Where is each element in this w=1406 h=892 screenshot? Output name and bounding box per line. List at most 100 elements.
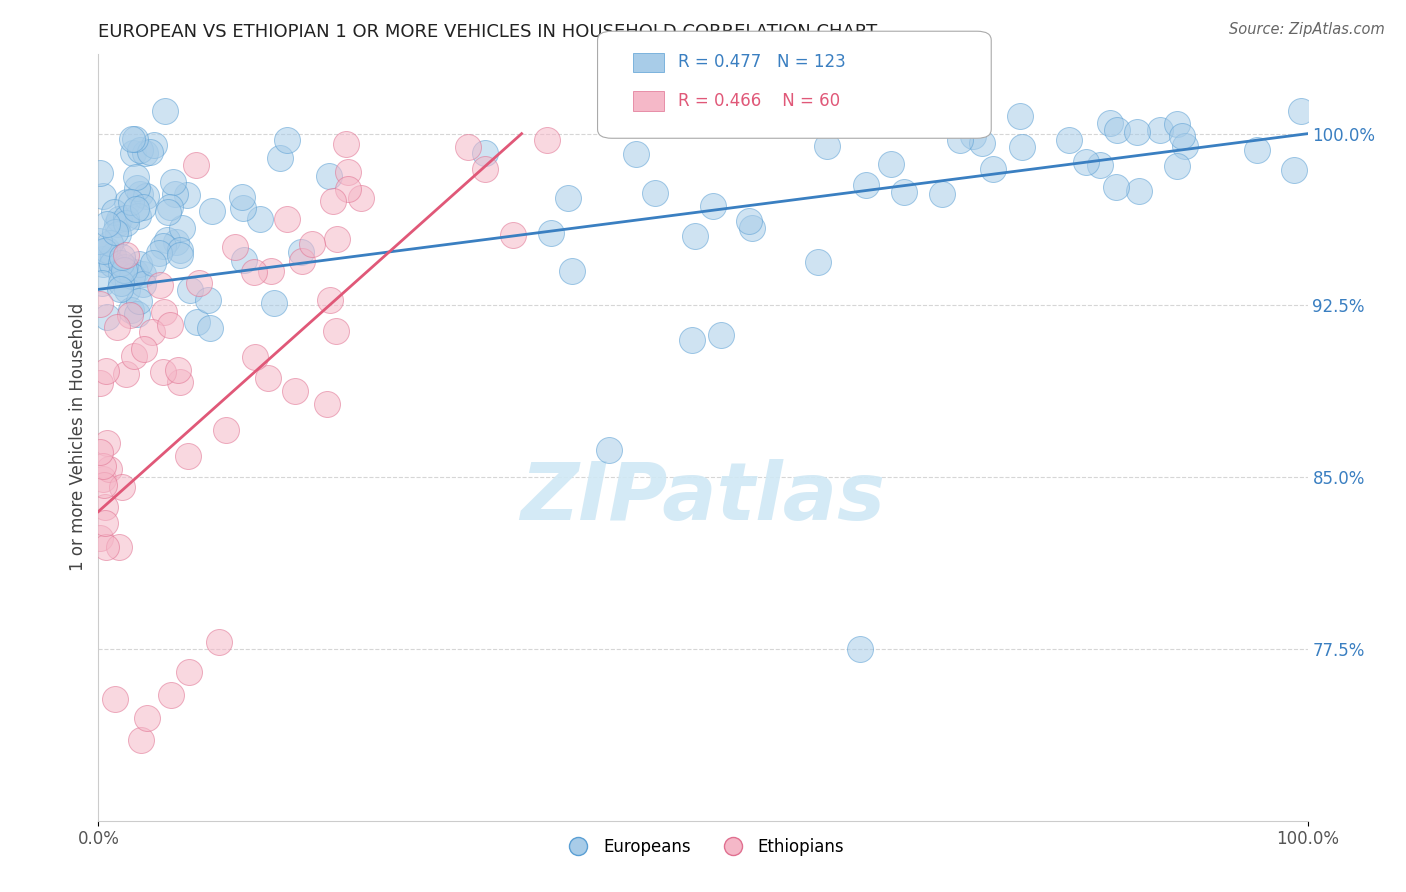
Point [807, 255, 830, 269]
Y-axis label: 1 or more Vehicles in Household: 1 or more Vehicles in Household [69, 303, 87, 571]
Point [108, 540, 131, 554]
Point [118, 308, 141, 322]
Point [91, 471, 114, 485]
Point [89, 166, 111, 180]
Point [142, 255, 165, 269]
Point [169, 375, 191, 389]
Point [290, 245, 312, 260]
Point [120, 195, 142, 210]
Point [172, 220, 194, 235]
Point [103, 205, 125, 219]
Point [536, 132, 558, 146]
Point [120, 302, 142, 317]
Point [741, 221, 763, 235]
Point [107, 227, 129, 241]
Point [169, 248, 191, 262]
Point [110, 268, 132, 282]
Point [962, 128, 984, 143]
Point [474, 162, 496, 177]
Point [159, 318, 181, 332]
Point [152, 365, 174, 379]
Point [165, 235, 187, 250]
Point [263, 296, 285, 310]
Point [93, 478, 115, 492]
Text: R = 0.477   N = 123: R = 0.477 N = 123 [678, 54, 845, 71]
Point [124, 170, 146, 185]
Point [179, 283, 201, 297]
Point [879, 157, 901, 171]
Point [89, 531, 111, 545]
Point [98, 462, 121, 476]
Point [122, 349, 145, 363]
Point [931, 187, 953, 202]
Point [125, 202, 148, 216]
Point [350, 191, 373, 205]
Point [101, 248, 124, 262]
Point [863, 117, 886, 131]
Point [557, 191, 579, 205]
Point [326, 232, 349, 246]
Point [108, 282, 131, 296]
Point [125, 307, 148, 321]
Point [124, 265, 146, 279]
Point [115, 283, 138, 297]
Point [276, 132, 298, 146]
Point [208, 635, 231, 649]
Point [167, 363, 190, 377]
Point [1282, 163, 1305, 178]
Point [269, 152, 291, 166]
Point [91, 257, 114, 271]
Point [710, 327, 733, 342]
Point [284, 384, 307, 398]
Point [155, 103, 177, 118]
Point [197, 293, 219, 307]
Point [186, 315, 208, 329]
Point [101, 257, 124, 271]
Text: Source: ZipAtlas.com: Source: ZipAtlas.com [1229, 22, 1385, 37]
Point [115, 211, 138, 225]
Point [1166, 159, 1188, 173]
Point [257, 371, 280, 385]
Point [1125, 125, 1147, 139]
Point [1170, 128, 1192, 143]
Point [87, 234, 110, 248]
Point [124, 132, 146, 146]
Point [96, 540, 118, 554]
Point [1105, 180, 1128, 194]
Point [121, 131, 143, 145]
Point [966, 103, 988, 118]
Point [111, 250, 134, 264]
Point [156, 205, 179, 219]
Point [177, 449, 200, 463]
Point [142, 137, 165, 152]
Point [96, 364, 118, 378]
Point [105, 217, 128, 231]
Point [121, 268, 143, 283]
Point [474, 145, 496, 160]
Point [1088, 158, 1111, 172]
Point [89, 376, 111, 390]
Point [187, 276, 209, 290]
Point [502, 228, 524, 243]
Point [89, 444, 111, 458]
Point [159, 200, 181, 214]
Point [1008, 109, 1031, 123]
Point [681, 333, 703, 347]
Point [156, 233, 179, 247]
Point [1098, 116, 1121, 130]
Point [100, 236, 122, 251]
Point [110, 255, 132, 269]
Point [104, 225, 127, 239]
Point [322, 194, 344, 208]
Point [132, 342, 155, 356]
Point [683, 228, 706, 243]
Point [110, 276, 132, 290]
Point [111, 479, 134, 493]
Point [141, 325, 163, 339]
Point [128, 257, 150, 271]
Point [815, 139, 838, 153]
Point [132, 267, 155, 281]
Point [135, 710, 157, 724]
Point [148, 246, 170, 260]
Point [90, 276, 112, 290]
